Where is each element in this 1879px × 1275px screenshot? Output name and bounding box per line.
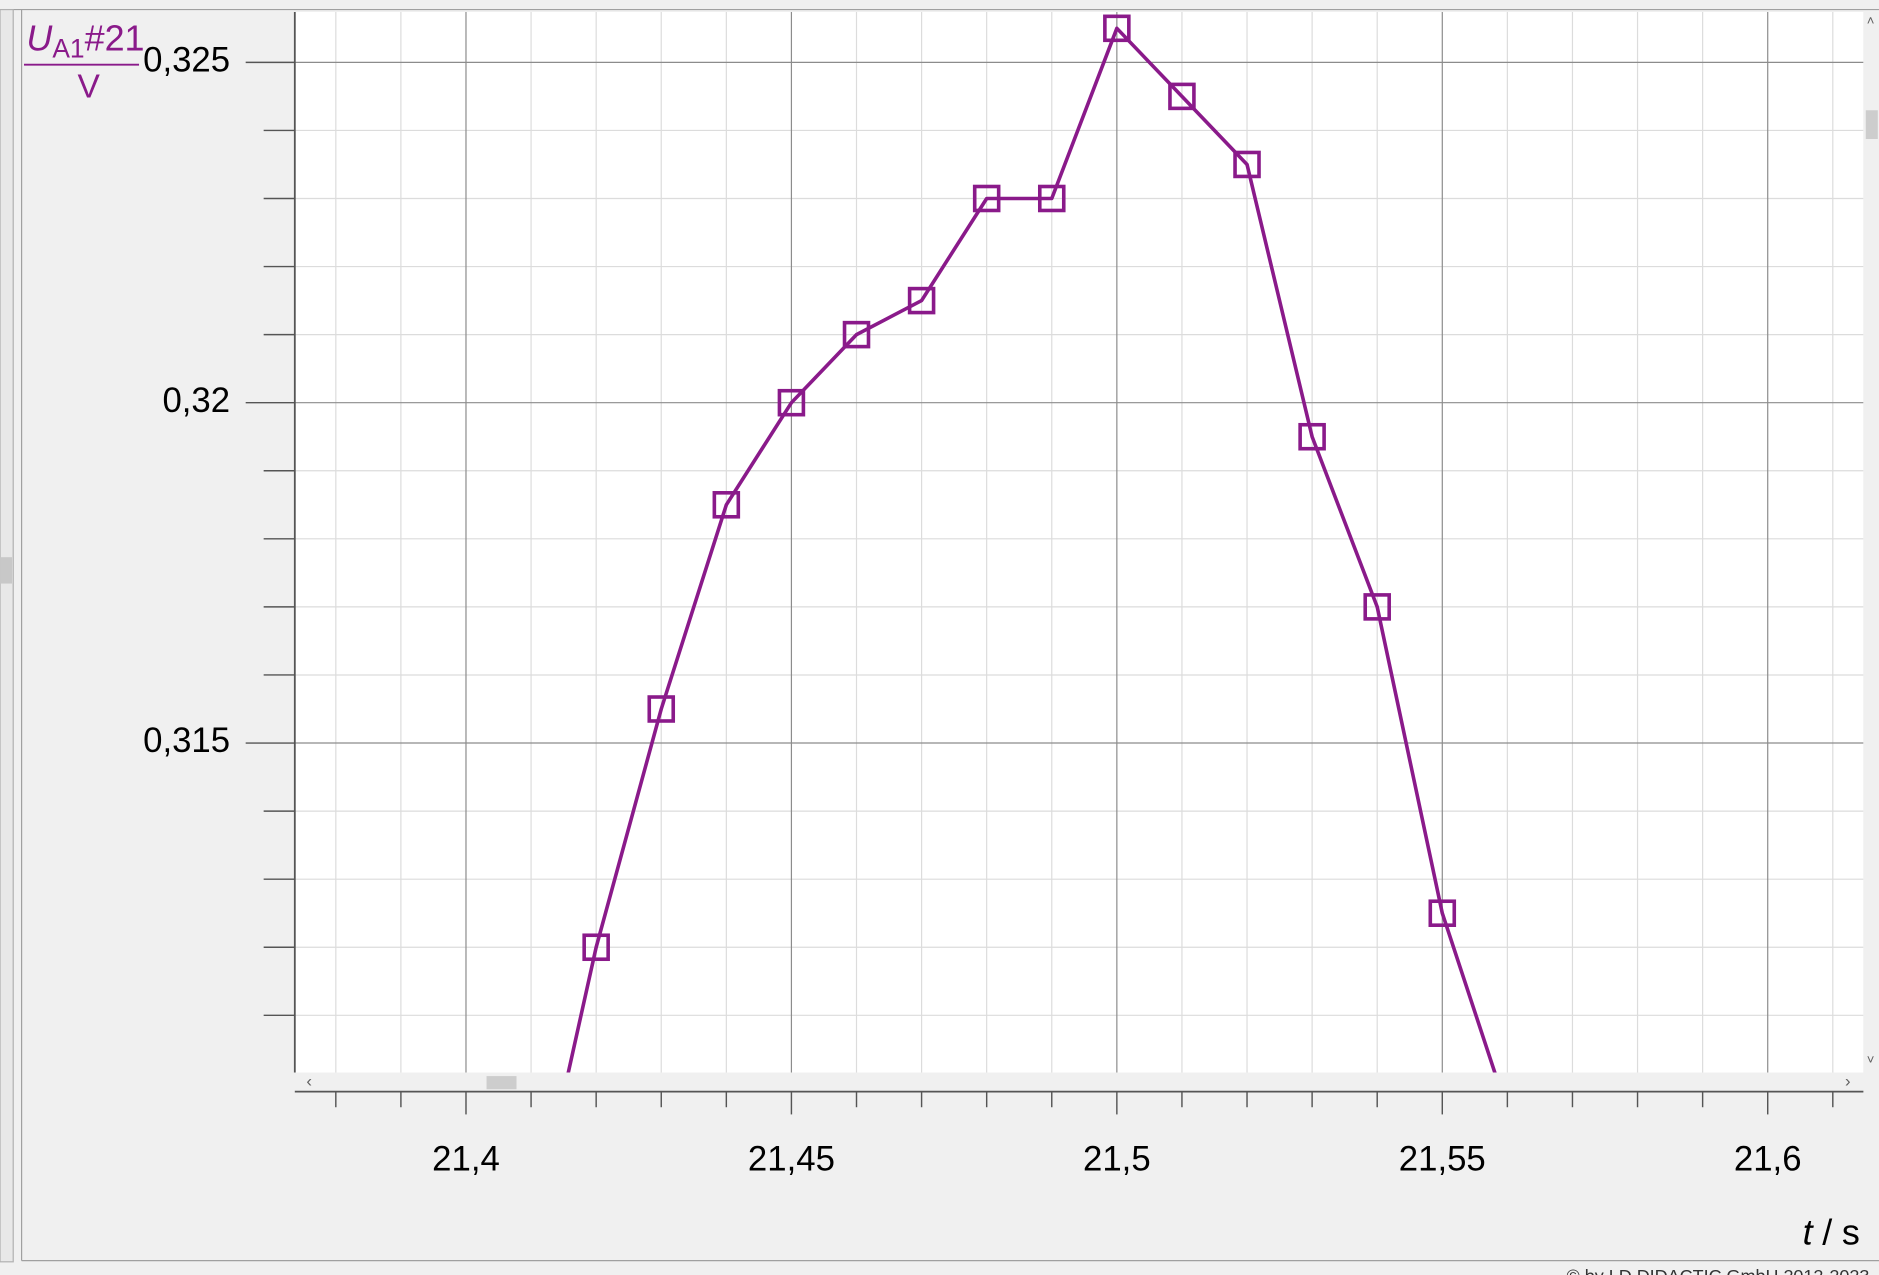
- y-label-unit: V: [78, 69, 101, 106]
- x-axis-label: t / s: [1803, 1211, 1860, 1252]
- h-scrollbar[interactable]: [294, 1074, 1864, 1091]
- data-point: [842, 320, 871, 349]
- scroll-up[interactable]: ˄: [1867, 13, 1875, 28]
- grid: [294, 11, 1864, 1073]
- y-tick-label: 0,315: [143, 722, 230, 760]
- axes: 21,4 21,45 21,5 21,55 21,6 0,315 0,32 0,325: [143, 42, 1834, 1178]
- series-layer: [566, 14, 1497, 1073]
- x-tick-label: 21,6: [1734, 1140, 1802, 1178]
- data-point: [712, 491, 741, 519]
- data-point: [777, 388, 806, 417]
- footer: © by LD DIDACTIC GmbH 2012-2023: [1567, 1266, 1870, 1275]
- y-axis-label: UA1#21: [26, 17, 144, 63]
- x-label-separator: /: [1822, 1211, 1832, 1252]
- splitter-handle[interactable]: [0, 557, 13, 584]
- data-point: [1103, 14, 1131, 43]
- x-tick-label: 21,55: [1399, 1140, 1486, 1178]
- scroll-right[interactable]: ›: [1845, 1072, 1851, 1091]
- h-scroll-thumb[interactable]: [486, 1076, 517, 1090]
- scroll-down[interactable]: ˅: [1867, 1052, 1875, 1067]
- left-splitter[interactable]: [0, 8, 14, 1263]
- v-scroll-thumb[interactable]: [1865, 110, 1878, 140]
- x-label-symbol: t: [1803, 1211, 1815, 1252]
- x-tick-label: 21,5: [1083, 1140, 1151, 1178]
- data-point: [907, 286, 936, 315]
- y-tick-label: 0,32: [162, 382, 230, 420]
- y-label-suffix: #21: [85, 17, 145, 58]
- data-point: [1363, 593, 1391, 621]
- plot-area: [294, 11, 1864, 1073]
- x-tick-label: 21,45: [748, 1140, 835, 1178]
- v-scrollbar[interactable]: [1863, 11, 1879, 1073]
- y-label-subscript: A1: [52, 33, 84, 63]
- series-line: [566, 26, 1497, 1073]
- data-point: [1233, 150, 1261, 179]
- data-point: [1428, 899, 1457, 927]
- data-point: [582, 933, 610, 962]
- y-label-symbol: U: [26, 17, 53, 58]
- y-tick-label: 0,325: [143, 42, 230, 80]
- scroll-left[interactable]: ‹: [306, 1072, 312, 1091]
- data-point: [1298, 422, 1326, 451]
- x-tick-label: 21,4: [432, 1140, 500, 1178]
- data-point: [1037, 184, 1066, 213]
- data-point: [647, 695, 676, 723]
- data-point: [1168, 82, 1196, 111]
- data-point: [972, 184, 1001, 213]
- x-label-unit: s: [1842, 1211, 1860, 1252]
